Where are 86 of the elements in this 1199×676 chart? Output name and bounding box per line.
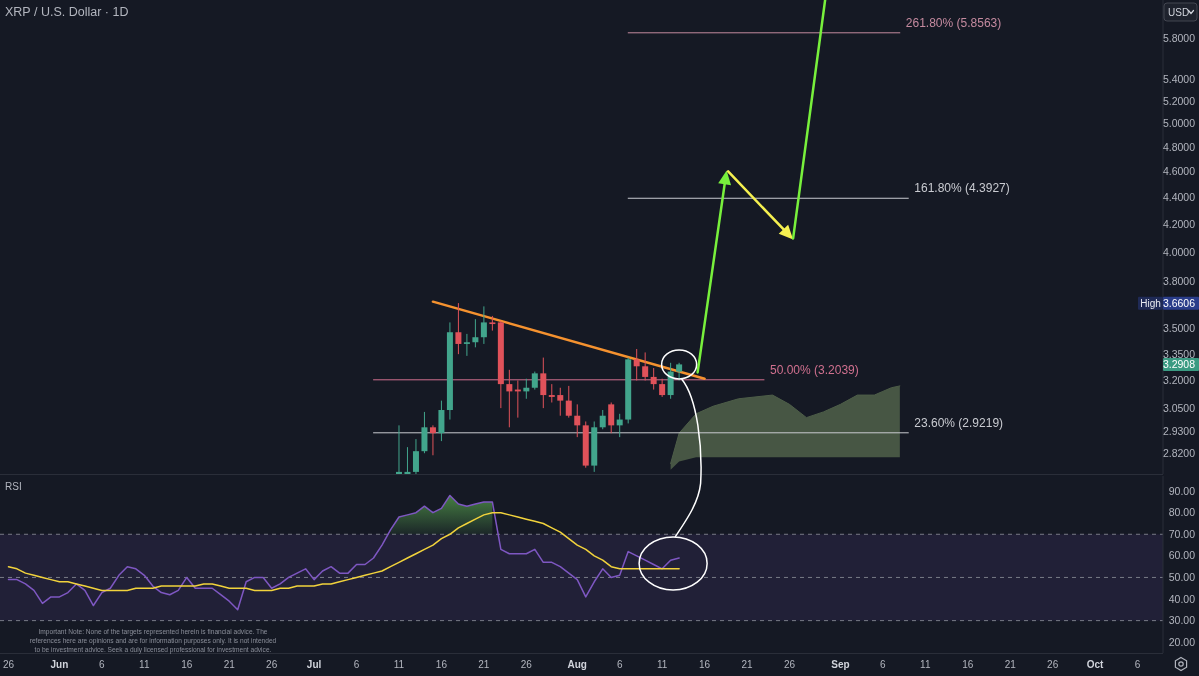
candlestick bbox=[642, 351, 649, 381]
y-tick-label: 3.8000 bbox=[1162, 275, 1196, 288]
series-label: 161.80% (4.3927) bbox=[914, 181, 1010, 196]
x-tick-label: 11 bbox=[656, 659, 668, 670]
x-tick-label: Oct bbox=[1086, 659, 1105, 670]
series-label: 50.00% (3.2039) bbox=[770, 362, 859, 377]
x-tick-label: Jun bbox=[50, 659, 69, 670]
line-series bbox=[7, 494, 680, 611]
y-tick-label: 3.3500 bbox=[1162, 347, 1196, 360]
candlestick bbox=[599, 409, 606, 430]
y-tick-label: 60.00 bbox=[1168, 549, 1196, 562]
candlestick bbox=[650, 367, 657, 391]
candlestick bbox=[455, 302, 462, 355]
y-tick-label: 3.5000 bbox=[1162, 322, 1196, 335]
x-tick-label: 21 bbox=[1004, 659, 1017, 670]
y-tick-label: 5.4000 bbox=[1162, 72, 1196, 85]
text: USD bbox=[1168, 7, 1190, 18]
candlestick bbox=[463, 333, 470, 357]
x-tick-label: 6 bbox=[353, 659, 360, 670]
x-tick-label: 16 bbox=[699, 659, 711, 670]
x-tick-label: 26 bbox=[266, 659, 278, 670]
candlestick bbox=[421, 411, 428, 454]
candlestick bbox=[480, 305, 487, 345]
x-tick-label: Jul bbox=[306, 659, 322, 670]
y-tick-label: 3.0500 bbox=[1162, 401, 1196, 414]
y-tick-label: 5.0000 bbox=[1162, 117, 1196, 130]
y-tick-label: 4.2000 bbox=[1162, 217, 1196, 230]
chart-title: XRP / U.S. Dollar · 1D bbox=[5, 5, 129, 19]
candlestick bbox=[608, 401, 615, 434]
x-tick-label: 6 bbox=[1134, 659, 1141, 670]
series-label: 23.60% (2.9219) bbox=[914, 415, 1004, 430]
y-tick-label: 2.8200 bbox=[1162, 446, 1196, 459]
y-tick-label: 2.9300 bbox=[1162, 424, 1196, 437]
candlestick bbox=[472, 318, 479, 348]
text: RSI bbox=[5, 481, 22, 492]
y-tick-label: 5.2000 bbox=[1162, 94, 1196, 107]
x-tick-label: 16 bbox=[181, 659, 193, 670]
x-tick-label: 26 bbox=[783, 659, 796, 670]
candlestick bbox=[506, 369, 513, 428]
x-tick-label: 26 bbox=[520, 659, 533, 670]
candlestick bbox=[565, 385, 572, 419]
y-tick-label: 80.00 bbox=[1168, 506, 1196, 519]
x-tick-label: 16 bbox=[435, 659, 448, 670]
annotation: High bbox=[1140, 297, 1161, 309]
x-tick-label: 11 bbox=[920, 659, 931, 670]
y-tick-label: 5.8000 bbox=[1162, 31, 1196, 44]
y-tick-label: 50.00 bbox=[1168, 570, 1196, 583]
candlestick bbox=[412, 438, 419, 474]
x-tick-label: 26 bbox=[2, 659, 15, 670]
candlestick bbox=[540, 357, 547, 409]
x-tick-label: 6 bbox=[880, 659, 887, 670]
x-tick-label: 21 bbox=[478, 659, 490, 670]
x-tick-label: Aug bbox=[567, 659, 587, 670]
annotation: 3.2908 bbox=[1162, 357, 1196, 370]
candlestick bbox=[404, 446, 411, 474]
y-tick-label: 4.8000 bbox=[1162, 140, 1196, 153]
y-tick-label: 30.00 bbox=[1168, 614, 1196, 627]
candlestick bbox=[574, 403, 581, 438]
x-tick-label: 6 bbox=[99, 659, 106, 670]
x-tick-label: 21 bbox=[741, 659, 754, 670]
candlestick bbox=[633, 348, 640, 381]
candlestick bbox=[438, 400, 445, 442]
line-series bbox=[7, 511, 680, 592]
candlestick bbox=[557, 387, 564, 417]
y-tick-label: 90.00 bbox=[1168, 484, 1196, 497]
x-tick-label: 11 bbox=[139, 659, 150, 670]
y-tick-label: 4.4000 bbox=[1162, 190, 1196, 203]
x-tick-label: 11 bbox=[393, 659, 405, 670]
series-label: 261.80% (5.8563) bbox=[905, 15, 1002, 30]
candlestick bbox=[548, 383, 555, 403]
y-tick-label: 70.00 bbox=[1168, 527, 1196, 540]
x-tick-label: 6 bbox=[616, 659, 623, 670]
candlestick bbox=[659, 378, 666, 398]
y-tick-label: 3.2000 bbox=[1162, 374, 1196, 386]
candlestick bbox=[395, 424, 402, 474]
y-tick-label: 20.00 bbox=[1168, 635, 1196, 648]
x-tick-label: 21 bbox=[223, 659, 236, 670]
x-tick-label: 26 bbox=[1047, 659, 1059, 670]
y-tick-label: 40.00 bbox=[1168, 592, 1196, 605]
y-tick-label: 4.6000 bbox=[1162, 165, 1196, 178]
candlestick bbox=[429, 424, 436, 456]
x-tick-label: Sep bbox=[831, 659, 850, 670]
candlestick bbox=[667, 362, 674, 400]
annotation: 3.6606 bbox=[1162, 296, 1196, 309]
x-tick-label: 16 bbox=[962, 659, 974, 670]
y-tick-label: 4.0000 bbox=[1162, 245, 1196, 258]
